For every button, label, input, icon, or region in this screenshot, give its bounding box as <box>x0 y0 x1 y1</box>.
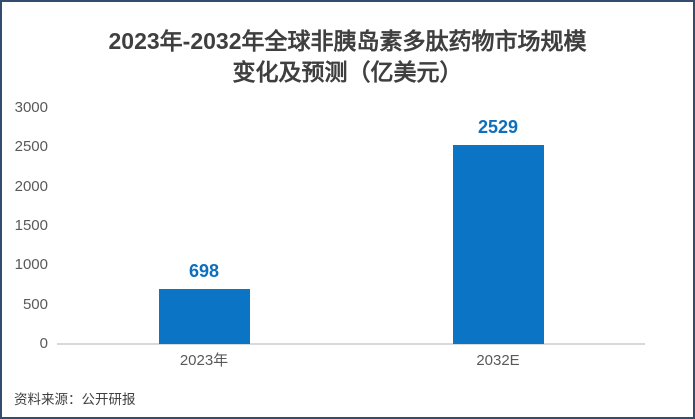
y-tick-label: 3000 <box>14 99 48 116</box>
y-tick-label: 1000 <box>14 256 48 274</box>
bar-2032E <box>452 145 544 344</box>
chart-title-line-2: 变化及预测（亿美元） <box>232 59 463 85</box>
source-note: 资料来源：公开研报 <box>14 392 136 407</box>
bar-value-label: 698 <box>188 261 220 282</box>
y-tick-label: 2500 <box>14 138 48 156</box>
chart-title-line-1: 2023年-2032年全球非胰岛素多肽药物市场规模 <box>108 28 587 54</box>
x-category-label: 2023年 <box>179 352 229 369</box>
chart-title: 2023年-2032年全球非胰岛素多肽药物市场规模 变化及预测（亿美元） <box>2 26 693 88</box>
x-category-label: 2032E <box>476 352 520 369</box>
y-tick-label: 500 <box>22 295 48 313</box>
y-tick-label: 2000 <box>14 177 48 195</box>
bar-value-label: 2529 <box>477 117 519 138</box>
bar-2023年 <box>158 289 250 344</box>
x-axis-line <box>57 343 645 345</box>
y-tick-label: 1500 <box>14 217 48 234</box>
y-tick-label: 0 <box>39 335 48 352</box>
